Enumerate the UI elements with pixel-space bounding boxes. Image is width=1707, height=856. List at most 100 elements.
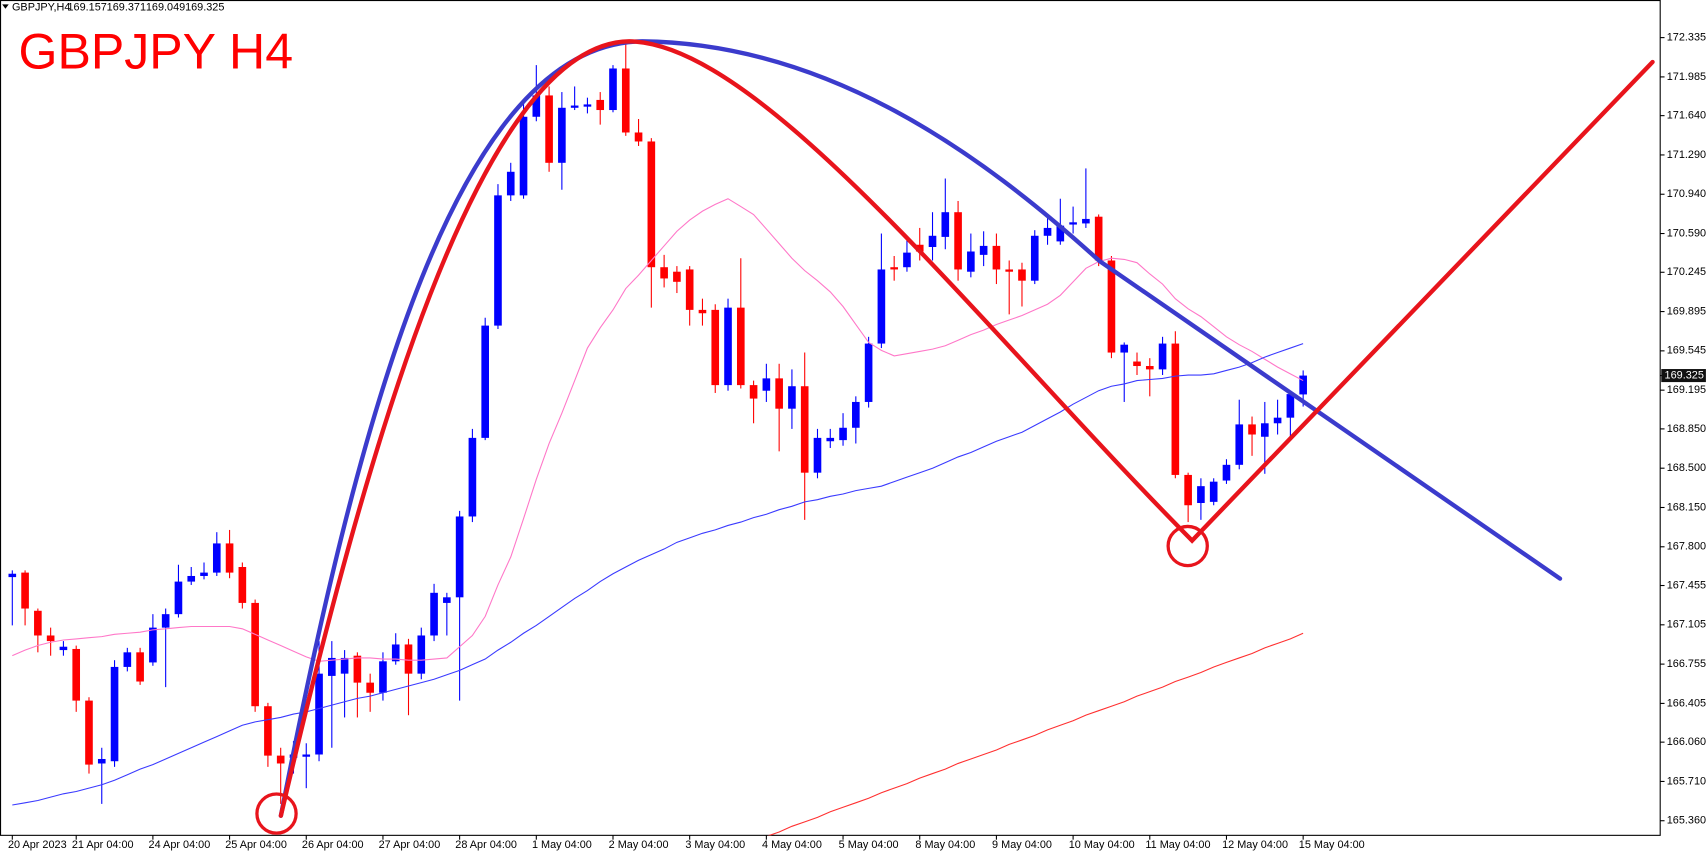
candle-body	[46, 635, 55, 642]
candle-body	[1197, 486, 1205, 503]
candle-body	[979, 245, 988, 255]
y-tick-label: 171.290	[1667, 149, 1706, 161]
candle-body	[1235, 424, 1244, 465]
candle-body	[455, 516, 464, 598]
moving-averages	[12, 198, 1304, 836]
candle-body	[481, 325, 489, 438]
candle-body	[673, 271, 681, 282]
y-tick-label: 167.800	[1667, 541, 1706, 553]
y-tick-label: 171.640	[1667, 110, 1706, 122]
moving-average	[12, 343, 1304, 806]
candle-body	[864, 343, 873, 402]
candle-body	[443, 597, 451, 603]
candle-body	[1094, 216, 1103, 261]
candle-body	[430, 592, 438, 636]
y-tick-label: 166.060	[1667, 736, 1706, 748]
x-tick-label: 15 May 04:00	[1299, 839, 1365, 851]
y-tick-label: 171.985	[1667, 71, 1706, 83]
red-curve	[278, 39, 1655, 818]
candle-body	[404, 644, 413, 674]
candle-body	[1273, 417, 1282, 424]
candle-body	[8, 573, 17, 578]
candle-body	[302, 754, 311, 757]
candle-body	[967, 251, 975, 272]
candle-body	[328, 657, 336, 676]
menu-arrow	[2, 4, 9, 9]
y-tick-label: 168.150	[1667, 501, 1706, 513]
candle-body	[1286, 394, 1295, 418]
moving-average	[12, 198, 1304, 662]
candle-body	[1299, 375, 1307, 395]
candle-body	[264, 706, 272, 756]
y-tick-label: 166.405	[1667, 697, 1706, 709]
candle-body	[187, 575, 196, 582]
y-tick-label: 170.590	[1667, 227, 1706, 239]
candle-body	[1222, 464, 1231, 481]
x-tick-label: 1 May 04:00	[532, 839, 592, 851]
candle-body	[85, 700, 93, 765]
candle-body	[890, 267, 898, 270]
candle-body	[212, 543, 221, 573]
candle-body	[558, 107, 566, 163]
candle-body	[941, 212, 950, 237]
candle-body	[110, 666, 119, 762]
x-tick-label: 5 May 04:00	[839, 839, 899, 851]
candles	[8, 42, 1307, 804]
y-tick-label: 169.895	[1667, 305, 1706, 317]
x-tick-label: 25 Apr 04:00	[225, 839, 287, 851]
candle-body	[1056, 225, 1065, 242]
candle-body	[903, 252, 911, 268]
candle-body	[251, 602, 259, 707]
candle-body	[1133, 361, 1141, 367]
candle-body	[813, 437, 822, 473]
price-tag	[1661, 369, 1706, 383]
candle-body	[34, 610, 42, 636]
x-tick-label: 24 Apr 04:00	[149, 839, 211, 851]
candle-body	[1107, 260, 1116, 353]
candle-body	[1248, 424, 1256, 435]
y-tick-label: 169.195	[1667, 384, 1706, 396]
candle-body	[775, 378, 783, 409]
y-tick-label: 170.940	[1667, 188, 1706, 200]
candle-body	[1184, 474, 1192, 506]
ohlc-open: 169.157	[67, 1, 106, 13]
x-tick-label: 21 Apr 04:00	[72, 839, 134, 851]
ohlc-close: 169.325	[185, 1, 224, 13]
candle-body	[379, 661, 387, 693]
candle-body	[1209, 481, 1218, 502]
candle-body	[315, 673, 323, 755]
low-circle	[1166, 524, 1209, 568]
candle-body	[391, 644, 400, 662]
x-tick-label: 2 May 04:00	[609, 839, 669, 851]
chart-title: GBPJPY H4	[19, 24, 294, 80]
candle-body	[21, 572, 29, 609]
candle-body	[494, 195, 502, 326]
candle-body	[621, 68, 630, 133]
candle-body	[1069, 222, 1077, 225]
candle-body	[852, 401, 860, 428]
y-tick-label: 165.360	[1667, 815, 1706, 827]
candle-body	[238, 566, 247, 603]
axes: 172.335 171.985 171.640 171.290 170.940 170.5…	[8, 31, 1706, 851]
candle-body	[596, 99, 605, 111]
drawings	[255, 39, 1655, 835]
x-tick-label: 20 Apr 2023	[8, 839, 67, 851]
candle-body	[685, 269, 694, 310]
candle-body	[59, 646, 68, 651]
moving-average	[767, 632, 1304, 836]
candle-body	[1018, 269, 1026, 281]
candle-body	[149, 627, 157, 663]
candle-body	[340, 657, 349, 674]
candle-body	[570, 105, 579, 108]
candle-body	[647, 141, 656, 268]
x-tick-label: 10 May 04:00	[1069, 839, 1135, 851]
candle-body	[353, 655, 362, 683]
candle-body	[736, 307, 745, 386]
y-tick-label: 172.335	[1667, 31, 1706, 43]
candle-body	[97, 758, 106, 764]
low-circle	[255, 792, 298, 835]
candle-body	[992, 245, 1001, 270]
candle-body	[800, 386, 809, 473]
candle-body	[826, 437, 835, 442]
